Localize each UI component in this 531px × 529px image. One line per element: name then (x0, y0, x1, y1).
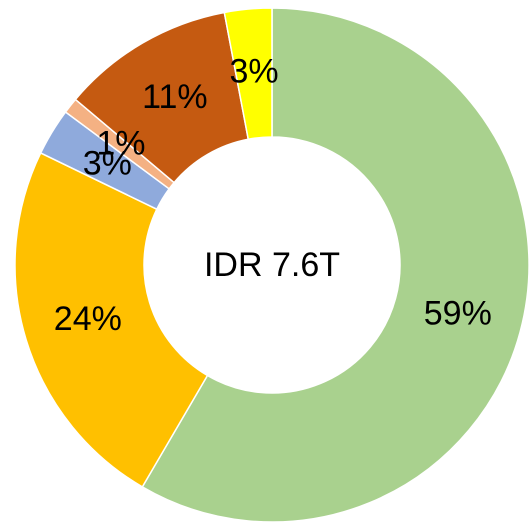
data-label: 3% (83, 144, 132, 182)
segments (14, 7, 530, 523)
data-label: 59% (424, 294, 492, 332)
data-label: 24% (54, 300, 122, 338)
center-label: IDR 7.6T (204, 246, 340, 284)
donut-segment (141, 7, 530, 523)
data-label: 11% (142, 78, 208, 116)
donut-segment (14, 151, 209, 488)
labels: 59%24%3%1%11%3% (54, 52, 492, 338)
donut-segment (223, 7, 273, 141)
data-label: 3% (229, 52, 278, 90)
data-label: 1% (96, 125, 145, 163)
